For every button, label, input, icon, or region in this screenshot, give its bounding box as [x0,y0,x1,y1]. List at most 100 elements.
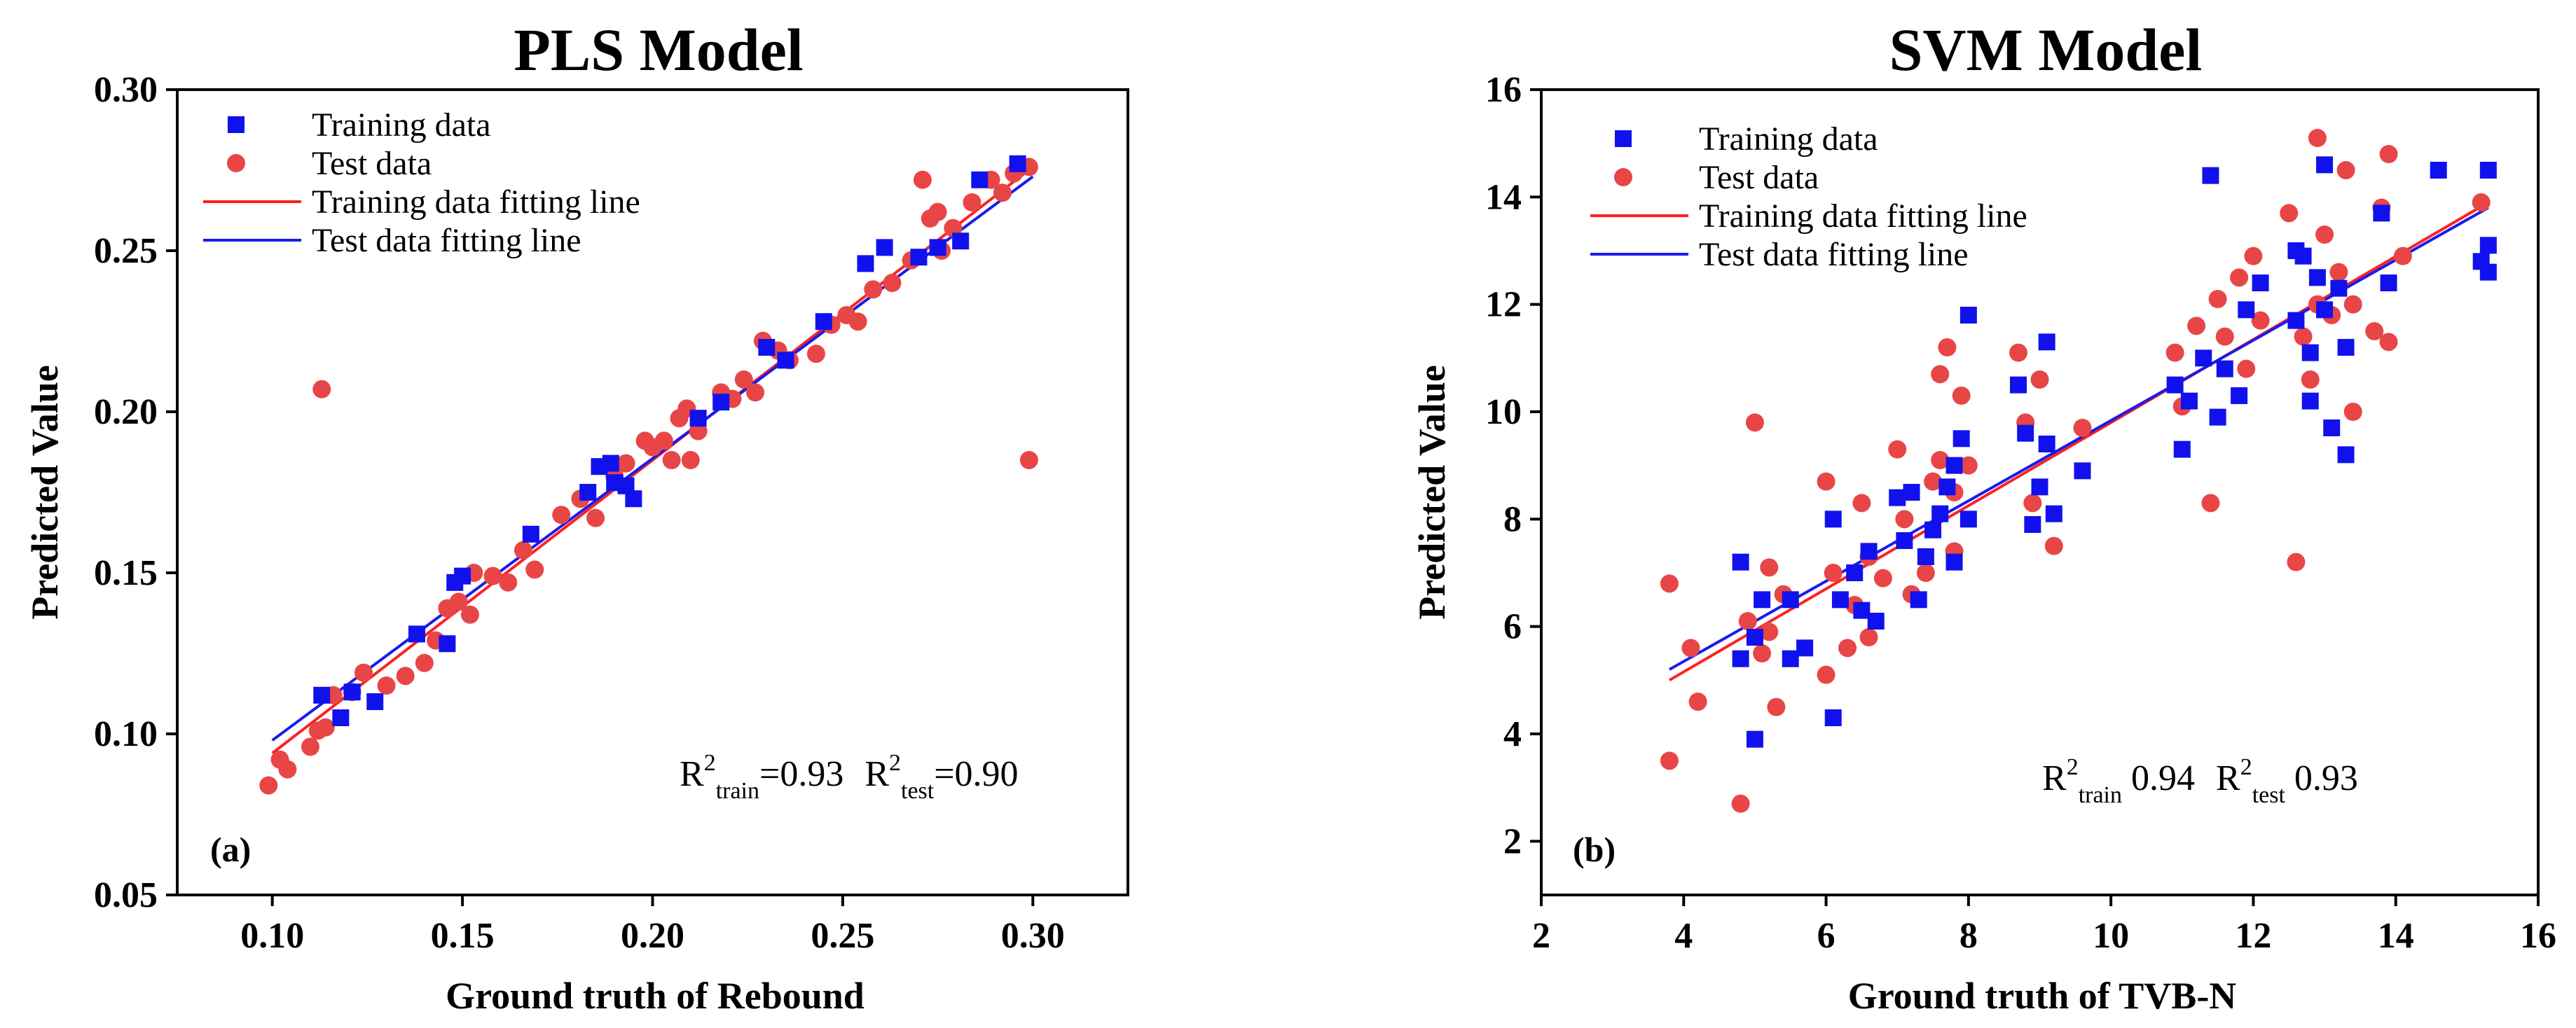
svm-training-point [1796,639,1814,657]
svm-r2-train-label: train [2079,782,2122,808]
svm-training-point [1831,591,1849,609]
pls-x-tick-label: 0.25 [811,916,874,956]
pls-training-point [971,171,989,188]
svm-test-point [1745,413,1764,432]
svm-training-point [2045,505,2062,522]
pls-training-point [952,232,970,250]
svm-training-point [1931,505,1949,522]
pls-test-point [377,676,396,695]
svm-training-point [2337,446,2355,464]
svm-test-point [1738,612,1757,630]
pls-training-point [313,686,331,704]
svm-training-point [1824,510,1842,528]
pls-test-point [928,202,947,221]
svm-test-point [2251,311,2270,330]
svm-x-tick-label: 10 [2093,916,2129,956]
pls-test-point [963,193,982,211]
pls-training-point [602,454,619,472]
svm-test-point [2343,295,2362,314]
pls-r2-test-label: test [901,778,935,804]
pls-test-point [259,776,278,795]
pls-test-point [993,183,1012,202]
svm-x-tick-label: 8 [1959,916,1978,956]
pls-training-point [522,525,539,543]
svm-y-tick-label: 14 [1485,177,1522,217]
svm-legend-label: Test data fitting line [1699,236,1969,273]
svm-training-point [1846,564,1864,581]
svm-training-point [1732,650,1749,667]
pls-training-point [454,567,471,585]
pls-r2-train-value: =0.93 [759,754,843,794]
pls-legend-square-icon [228,116,244,133]
svm-test-point [1760,623,1779,641]
svm-x-axis-title: Ground truth of TVB-N [1848,975,2237,1017]
svm-test-point [1873,569,1892,588]
svm-training-point [1853,602,1871,619]
pls-training-point [815,313,832,331]
svm-r2-annotation: R2train 0.94 R2test 0.93 [2042,754,2358,808]
pls-x-tick-label: 0.10 [240,916,304,956]
svm-x-tick-label: 4 [1674,916,1693,956]
svm-training-point [2252,275,2269,291]
svm-training-point [1938,478,1956,496]
svm-training-point [1746,730,1763,748]
svm-legend-square-icon [1615,130,1632,147]
svm-test-point [2294,327,2313,346]
svm-test-point [2315,225,2334,244]
svm-test-point [1681,639,1700,658]
svm-test-point [2336,161,2355,179]
svm-training-point [2231,387,2248,404]
svm-training-point [1903,484,1920,501]
svm-test-point [2230,268,2249,287]
svm-training-point [1867,613,1885,630]
svm-test-point [2215,327,2234,346]
svm-training-point [1896,532,1913,549]
svm-test-point [1731,794,1750,813]
pls-test-point [354,663,373,682]
pls-y-tick-label: 0.05 [94,875,158,915]
pls-training-point [910,249,928,266]
svm-test-point [2073,419,2092,437]
pls-y-tick-label: 0.25 [94,231,158,271]
svm-test-point [2343,403,2362,421]
pls-training-point [876,239,893,256]
svm-training-point [1782,591,1799,609]
svm-test-point [1753,644,1772,662]
pls-test-point [806,345,825,363]
svm-test-point [1859,628,1878,646]
svm-training-point [2330,279,2348,297]
svm-training-point [1824,709,1842,726]
svm-training-point [2074,462,2091,480]
pls-training-point [777,352,794,369]
svm-test-point [1924,472,1943,491]
svm-training-point [2380,275,2397,291]
svm-training-point [2202,167,2219,184]
pls-test-point [1019,451,1038,469]
svm-training-point [2430,162,2447,179]
svm-test-point [1660,574,1679,593]
pls-test-point [449,592,468,611]
pls-training-point [1009,155,1026,172]
pls-test-point [278,760,297,779]
pls-test-point [415,653,434,672]
svm-test-point [1852,494,1871,513]
svm-y-tick-label: 16 [1485,70,1522,110]
pls-y-tick-label: 0.10 [94,714,158,754]
svm-training-point [1959,307,1977,324]
svm-training-point [2337,339,2355,356]
svm-training-point [2238,301,2255,319]
svm-training-point [1889,489,1906,506]
svm-r2-test-label: test [2252,782,2286,808]
svm-test-point [1931,365,1950,384]
pls-y-tick-label: 0.15 [94,553,158,593]
svm-r2-train-value: 0.94 [2122,758,2195,798]
svm-test-point [2393,246,2412,265]
svm-test-point [1760,558,1779,577]
svm-y-axis-title: Predicted Value [1411,365,1453,620]
svm-y-tick-label: 4 [1503,714,1522,754]
svm-test-point [2165,343,2184,362]
svm-training-point [1959,510,1977,528]
pls-test-point [514,541,532,560]
pls-data-points [259,155,1038,795]
svm-training-point [2209,408,2226,426]
